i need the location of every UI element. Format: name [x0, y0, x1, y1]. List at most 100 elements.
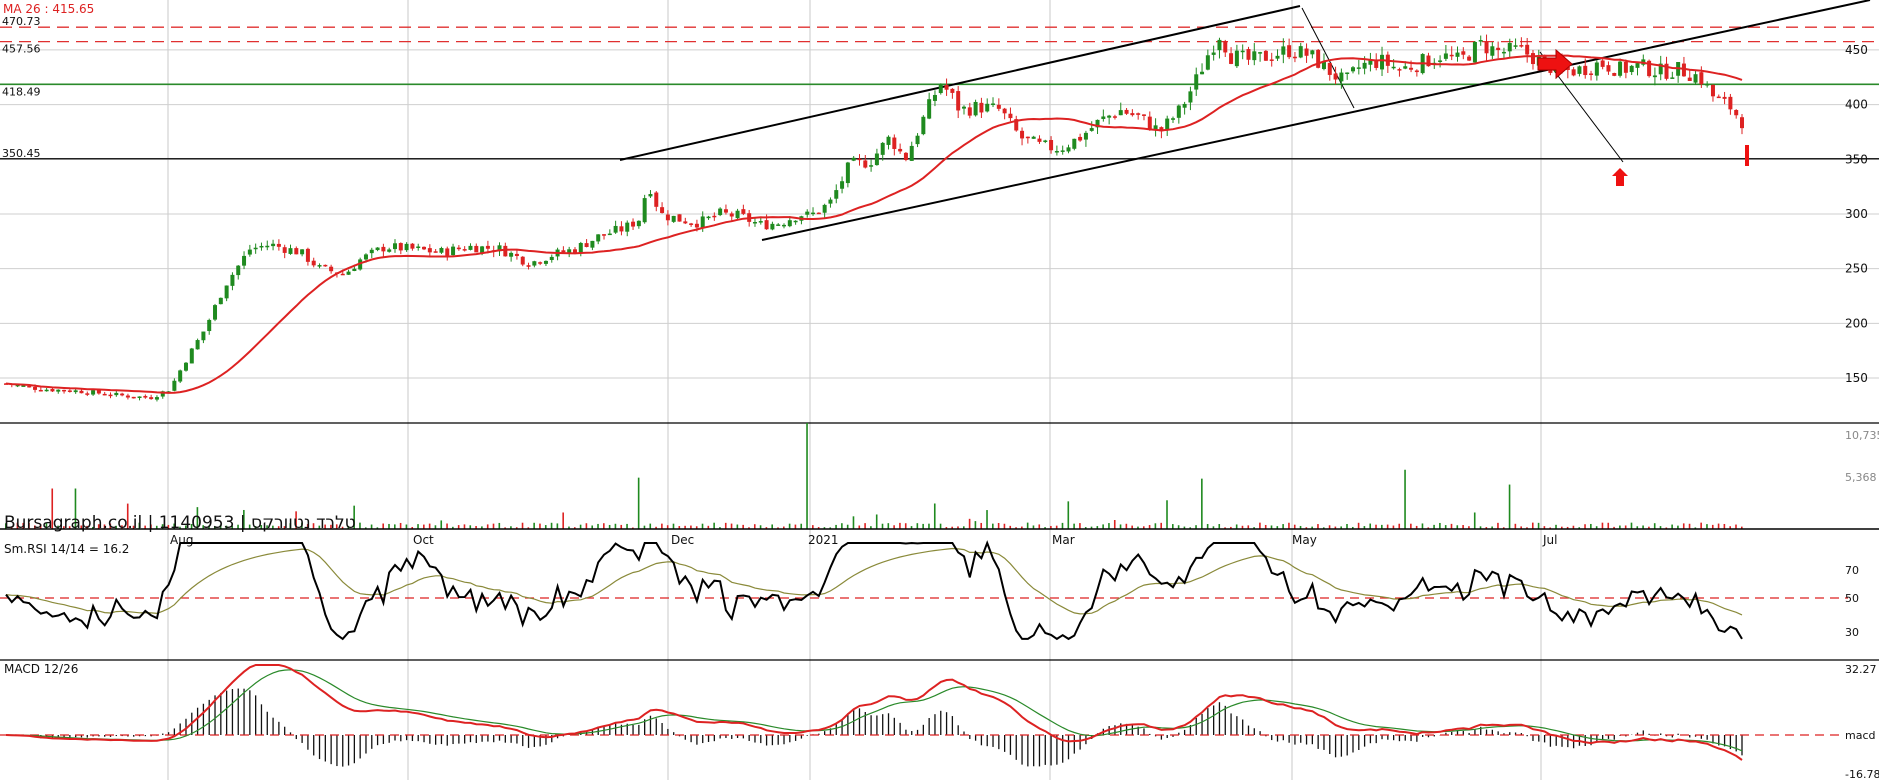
candle-body [1467, 56, 1472, 61]
volume-bar [57, 525, 59, 529]
level-label: 457.56 [2, 43, 41, 56]
volume-bar [881, 523, 884, 529]
candlesticks [4, 34, 1744, 402]
candle-body [451, 246, 456, 256]
volume-bar [161, 524, 164, 529]
volume-bar [910, 526, 913, 529]
candle-body [1501, 51, 1506, 54]
volume-bar [730, 523, 733, 529]
volume-bar [1508, 484, 1511, 529]
volume-tick-max: 10,735 [1845, 429, 1879, 442]
candle-body [1054, 151, 1059, 153]
volume-bar [1247, 525, 1250, 529]
candle-body [439, 248, 444, 253]
candle-body [932, 94, 937, 101]
volume-bar [1584, 524, 1586, 529]
volume-bar [922, 523, 924, 529]
rsi-line [5, 540, 1743, 641]
channel-lower-line [761, 0, 1871, 241]
candle-body [567, 249, 572, 253]
candle-body [149, 397, 154, 400]
x-label-dec: Dec [671, 533, 694, 547]
candle-body [886, 136, 891, 145]
last-price-marker [1745, 145, 1749, 166]
candle-body [1281, 46, 1286, 55]
volume-bar [562, 512, 564, 529]
signal-arrows [1537, 48, 1749, 186]
volume-bar [324, 524, 326, 529]
candle-body [1490, 46, 1495, 56]
candle-body [253, 247, 258, 250]
candle-body [21, 385, 26, 387]
candle-body [1734, 110, 1739, 116]
volume-bar [1479, 526, 1482, 529]
volume-bar [231, 525, 234, 529]
channel-upper-line [619, 5, 1301, 161]
candle-body [863, 160, 868, 168]
volume-bar [283, 526, 286, 529]
volume-bar [510, 526, 512, 529]
volume-bar [695, 526, 698, 529]
candle-body [532, 261, 537, 266]
volume-bar [765, 527, 768, 529]
volume-bar [1671, 524, 1673, 529]
volume-bar [318, 525, 321, 529]
volume-bar [637, 477, 640, 529]
candle-body [1246, 49, 1251, 60]
price-tick-label: 300 [1845, 207, 1868, 221]
volume-bar [515, 527, 518, 529]
macd-bottom-tick: -16.78 [1845, 768, 1879, 780]
candle-body [1229, 53, 1234, 64]
volume-bar [1543, 526, 1546, 529]
candle-body [607, 233, 612, 236]
volume-bar [1113, 520, 1116, 529]
volume-bar [440, 520, 443, 529]
volume-bar [678, 526, 681, 529]
volume-bar [1009, 525, 1012, 529]
candle-body [892, 137, 897, 149]
volume-bar [1502, 527, 1505, 529]
volume-bar [1340, 526, 1342, 529]
volume-bar [1172, 524, 1174, 529]
candle-body [143, 395, 148, 398]
candle-body [665, 214, 670, 221]
volume-bar [196, 507, 199, 529]
volume-bar [1520, 526, 1522, 529]
volume-bar [1055, 525, 1058, 529]
candle-body [1112, 116, 1117, 118]
volume-bar [579, 524, 582, 529]
candle-body [1211, 52, 1216, 55]
candle-body [578, 242, 583, 253]
volume-bar [1288, 522, 1290, 529]
volume-bar [1067, 501, 1070, 529]
candle-body [1525, 44, 1530, 55]
volume-bar [1119, 524, 1122, 529]
volume-bar [5, 523, 7, 529]
volume-bar [614, 523, 617, 529]
candle-body [247, 249, 252, 255]
volume-bar [103, 524, 106, 529]
candle-body [1130, 113, 1135, 116]
volume-bar [1305, 527, 1308, 529]
volume-bar [719, 527, 721, 529]
candle-body [1472, 41, 1477, 63]
volume-bar [132, 525, 135, 529]
level-label: 350.45 [2, 147, 41, 160]
x-label-aug: Aug [170, 533, 193, 547]
volume-bar [1021, 526, 1023, 529]
volume-bar [1096, 526, 1099, 529]
candle-body [323, 264, 328, 267]
candle-body [845, 162, 850, 184]
candle-body [288, 248, 293, 254]
volume-bar [184, 525, 187, 529]
candle-body [944, 85, 949, 90]
volume-bar [777, 527, 779, 529]
volume-bar [1630, 522, 1633, 529]
volume-bar [481, 526, 483, 529]
volume-bar [864, 523, 866, 529]
candle-body [276, 243, 281, 247]
candle-body [572, 249, 577, 253]
candle-body [694, 223, 699, 228]
candle-body [468, 245, 473, 250]
candle-body [834, 190, 839, 199]
